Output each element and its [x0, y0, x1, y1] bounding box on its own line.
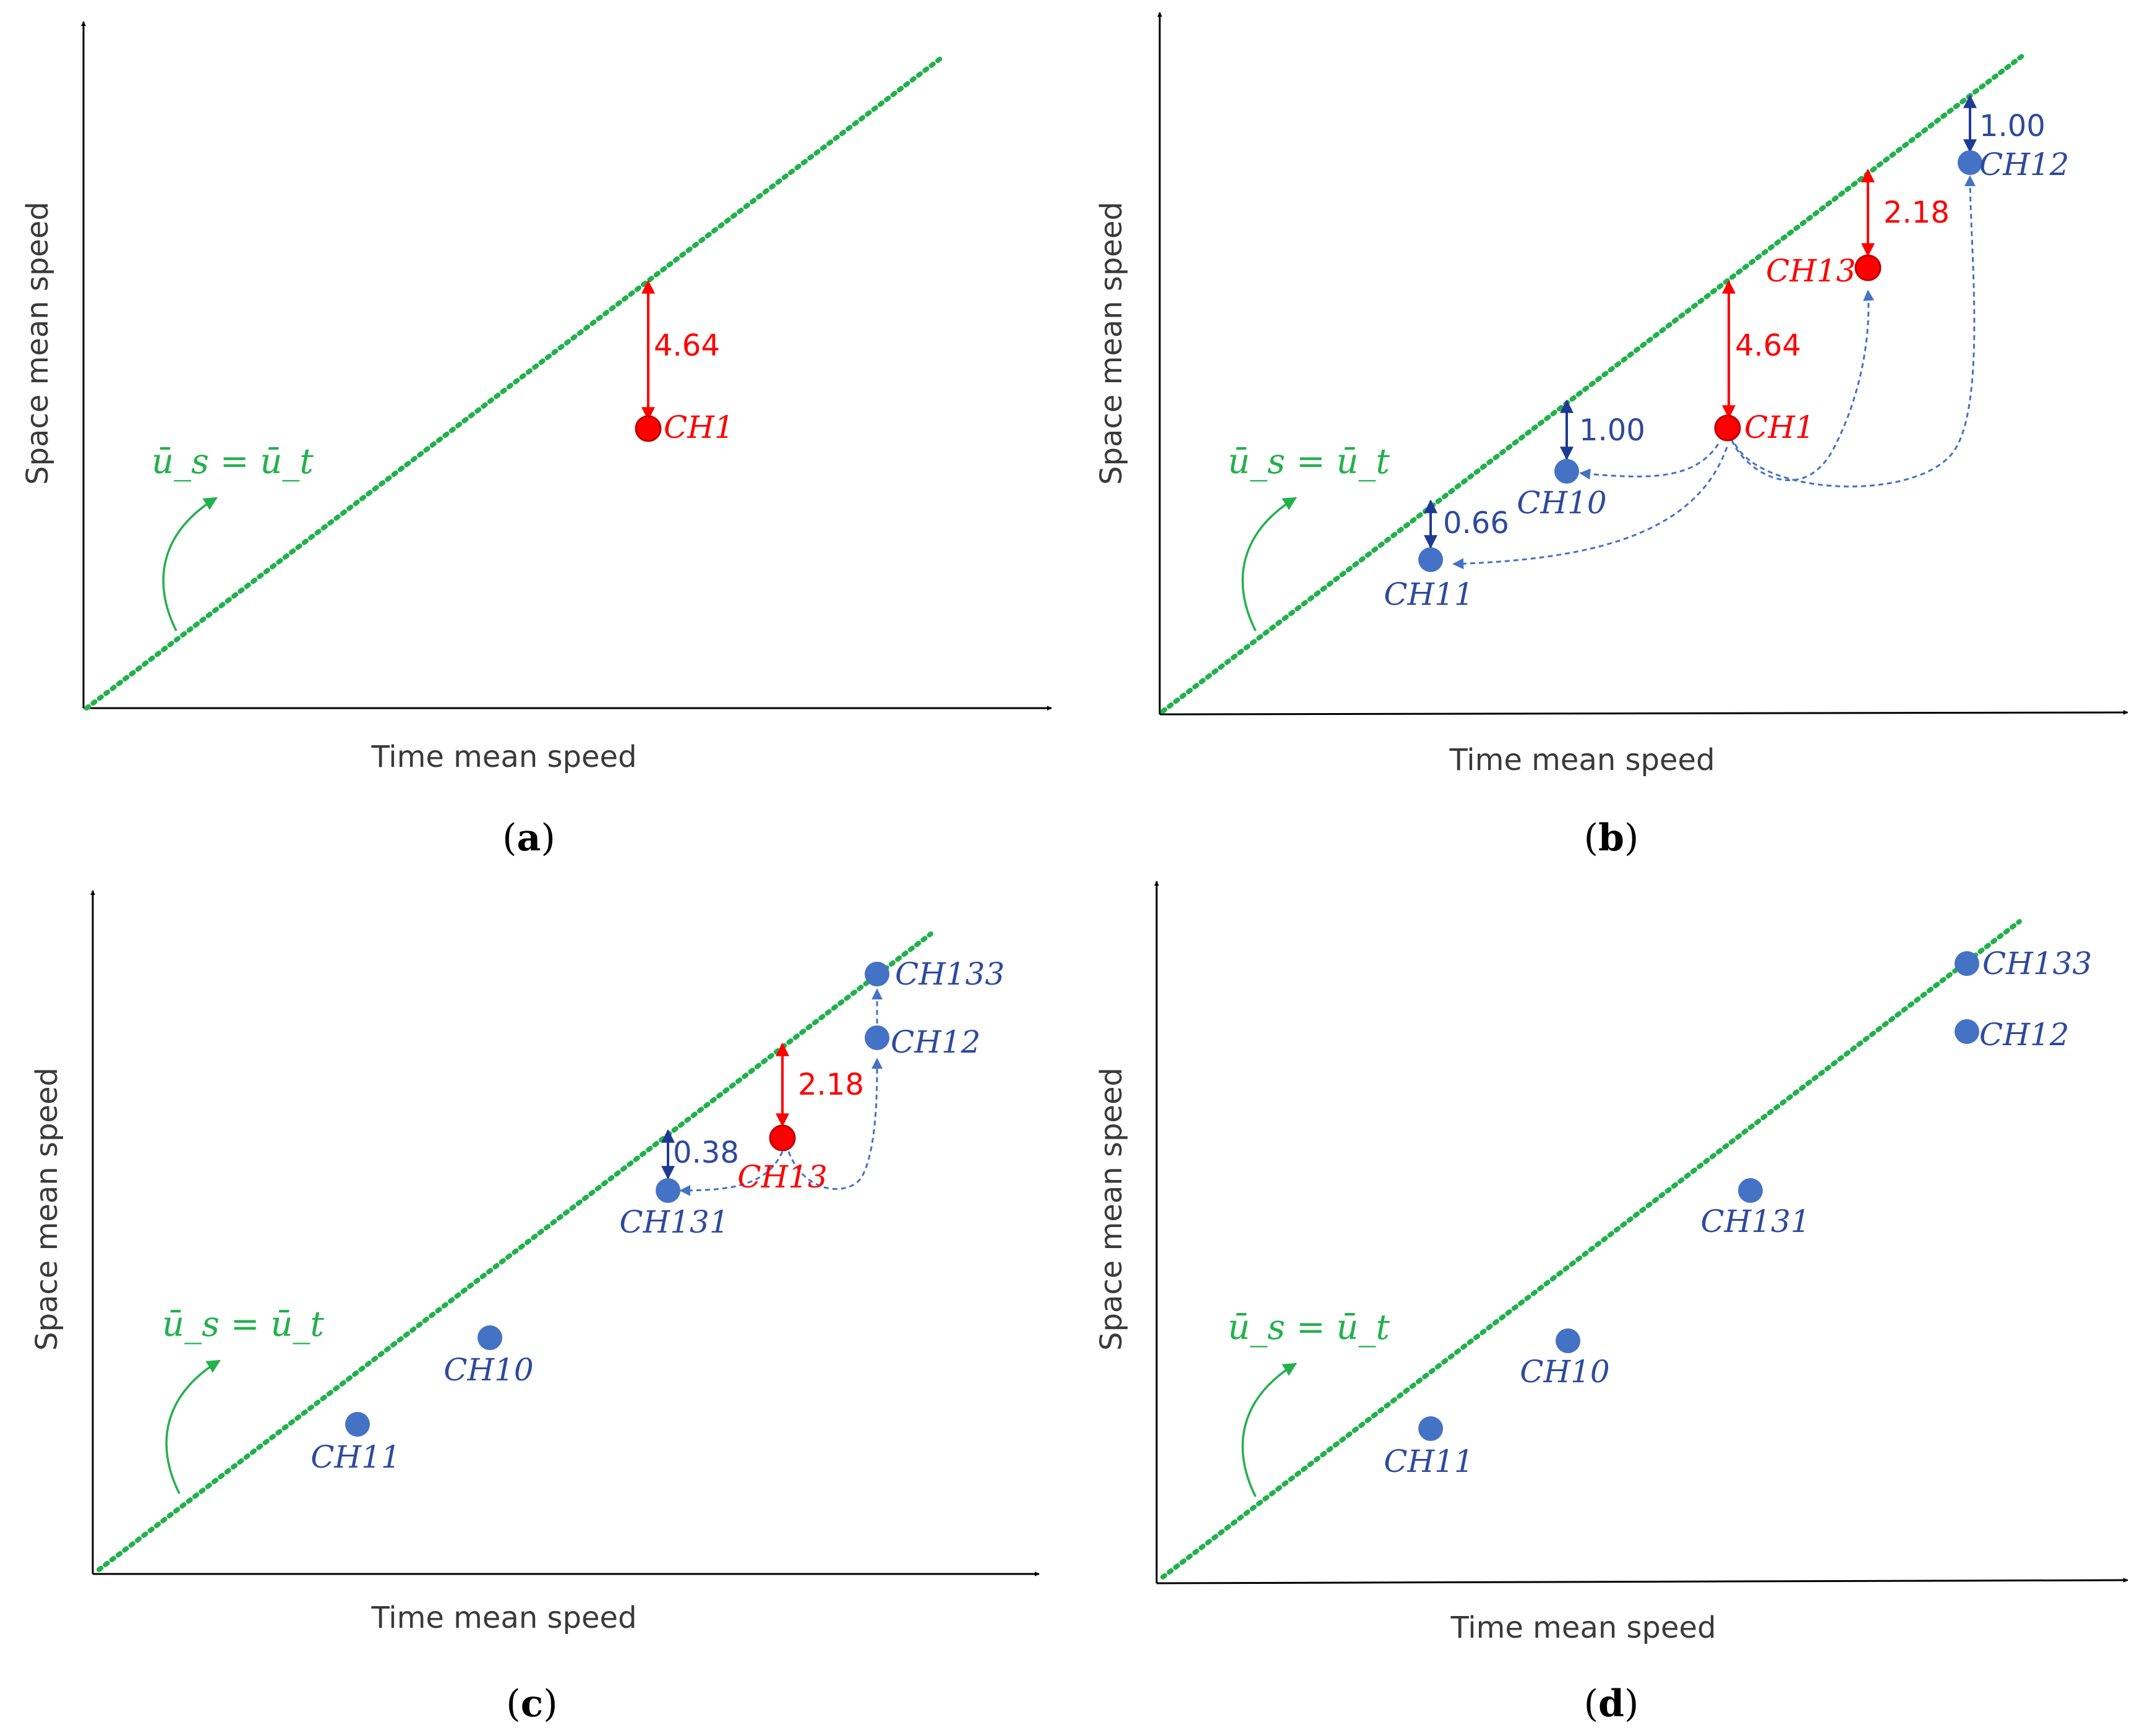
flow-arrow-ch1-ch13: [1731, 289, 1875, 481]
panel-a: ū_s = ū_t 4.64 CH1 Time mean speed Space…: [20, 21, 1052, 860]
point-ch11: [345, 1412, 370, 1437]
point-label-ch11: CH11: [1384, 1443, 1473, 1479]
point-label-ch11: CH11: [310, 1439, 400, 1475]
point-label-ch133: CH133: [1982, 946, 2092, 981]
equation-label: ū_s = ū_t: [152, 442, 314, 482]
point-ch11: [1418, 1416, 1443, 1441]
point-ch11: [1418, 547, 1443, 572]
x-axis-title: Time mean speed: [370, 1601, 636, 1635]
x-axis-title: Time mean speed: [1450, 1610, 1716, 1645]
equation-label: ū_s = ū_t: [162, 1304, 324, 1345]
panel-label-c: (c): [506, 1682, 557, 1725]
x-axis: [1159, 710, 2128, 716]
point-label-ch10: CH10: [443, 1352, 533, 1388]
gap-value-ch11: 0.66: [1443, 506, 1509, 541]
panel-d: ū_s = ū_t CH133 CH12 CH131 CH10 CH11 Tim…: [1094, 881, 2128, 1725]
point-label-ch12: CH12: [1979, 147, 2069, 182]
flow-arrow-ch1-ch10: [1579, 443, 1719, 480]
y-axis-title: Space mean speed: [1094, 202, 1129, 485]
point-ch133: [865, 962, 889, 986]
curved-arrow: [1241, 1362, 1297, 1497]
point-label-ch133: CH133: [895, 956, 1004, 992]
point-ch13: [769, 1124, 796, 1152]
curved-arrow: [1241, 497, 1297, 631]
equation-label: ū_s = ū_t: [1228, 1307, 1390, 1348]
identity-line: [1160, 919, 2022, 1580]
point-label-ch13: CH13: [1766, 253, 1856, 289]
y-axis-title: Space mean speed: [30, 1067, 64, 1351]
point-ch131: [656, 1178, 680, 1203]
point-ch13: [1854, 254, 1882, 281]
panel-b: ū_s = ū_t 4.64 2.18 1.00 1.00 0.66 CH1 C…: [1094, 12, 2128, 860]
point-ch10: [1556, 1328, 1580, 1353]
gap-value-ch13: 2.18: [798, 1067, 864, 1102]
point-ch12: [1955, 1019, 1979, 1044]
gap-value-ch1: 4.64: [654, 328, 720, 363]
y-axis-title: Space mean speed: [20, 202, 55, 485]
point-label-ch131: CH131: [619, 1204, 729, 1240]
panel-label-a: (a): [502, 816, 555, 860]
panel-label-d: (d): [1584, 1682, 1639, 1725]
point-label-ch10: CH10: [1520, 1354, 1609, 1390]
identity-line: [96, 931, 933, 1572]
gap-value-ch131: 0.38: [673, 1135, 739, 1170]
point-label-ch13: CH13: [737, 1159, 827, 1195]
x-axis-title: Time mean speed: [1449, 743, 1715, 777]
x-axis-title: Time mean speed: [370, 740, 636, 774]
y-axis-title: Space mean speed: [1094, 1067, 1129, 1351]
gap-value-ch1: 4.64: [1735, 328, 1801, 363]
identity-line: [1160, 53, 2025, 714]
point-label-ch10: CH10: [1517, 485, 1606, 521]
curved-arrow: [162, 497, 218, 631]
flow-arrow-ch1-ch12: [1734, 175, 1976, 488]
x-axis: [1156, 1578, 2128, 1584]
point-label-ch12: CH12: [891, 1024, 980, 1060]
point-ch10: [478, 1325, 502, 1350]
gap-value-ch10: 1.00: [1579, 413, 1645, 448]
identity-line: [84, 56, 943, 711]
point-ch133: [1955, 951, 1979, 976]
flow-arrow-ch1-ch11: [1452, 447, 1728, 570]
point-label-ch11: CH11: [1384, 576, 1473, 612]
point-label-ch131: CH131: [1700, 1204, 1810, 1239]
point-ch131: [1738, 1178, 1763, 1203]
point-label-ch1: CH1: [664, 409, 734, 445]
flow-arrow-ch13-ch12: [787, 1058, 883, 1190]
panel-label-b: (b): [1584, 816, 1639, 860]
gap-value-ch13: 2.18: [1883, 195, 1950, 230]
curved-arrow: [165, 1359, 221, 1494]
point-ch12: [1958, 150, 1982, 175]
flow-arrow-ch13-ch131: [679, 1151, 784, 1196]
point-ch1: [1714, 414, 1741, 442]
point-label-ch12: CH12: [1979, 1017, 2069, 1053]
equation-label: ū_s = ū_t: [1228, 442, 1390, 482]
point-ch10: [1554, 459, 1579, 484]
gap-value-ch12: 1.00: [1979, 109, 2045, 143]
point-label-ch1: CH1: [1744, 409, 1815, 445]
point-ch12: [865, 1025, 889, 1050]
panel-c: ū_s = ū_t 2.18 0.38 CH133 CH12 CH13 CH13…: [30, 890, 1040, 1725]
point-ch1: [635, 415, 662, 442]
